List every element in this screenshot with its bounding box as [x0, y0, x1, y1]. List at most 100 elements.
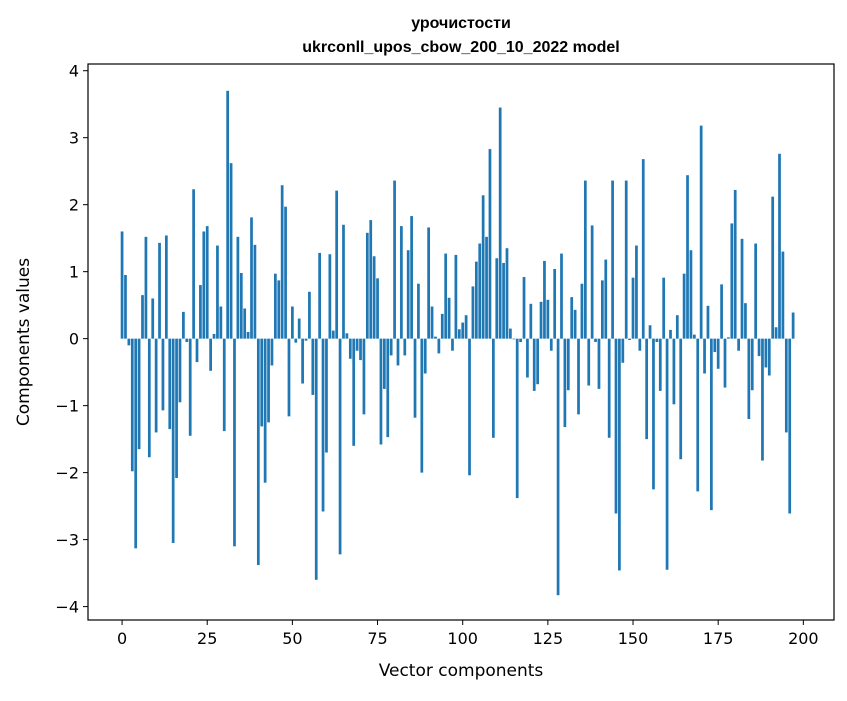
bar [141, 295, 144, 339]
bar [502, 262, 505, 339]
bar [161, 338, 165, 411]
bar [277, 280, 281, 339]
y-tick-label: −2 [55, 464, 79, 483]
bar [188, 338, 192, 436]
bar [386, 338, 390, 438]
bar [607, 338, 611, 438]
bar [321, 338, 325, 512]
bar [720, 284, 723, 339]
bar [781, 251, 785, 339]
bar [638, 338, 642, 351]
bar [682, 273, 686, 339]
bar [733, 189, 737, 339]
bar [226, 90, 230, 339]
chart-title-line-2: ukrconll_upos_cbow_200_10_2022 model [302, 39, 619, 56]
bar [233, 338, 236, 547]
bar [692, 334, 696, 339]
bar [151, 298, 155, 339]
bar [331, 330, 335, 339]
bar [645, 338, 649, 440]
bar [423, 338, 427, 374]
x-tick-label: 200 [788, 629, 819, 648]
bar [556, 338, 560, 596]
bar [427, 227, 431, 339]
bar [601, 280, 604, 339]
bar [713, 338, 717, 353]
bar [287, 338, 291, 417]
y-tick-label: 0 [69, 330, 79, 349]
chart-title-line-1: урочистости [411, 15, 511, 32]
bar [154, 338, 158, 433]
bar [686, 175, 689, 339]
bar [641, 159, 645, 339]
bar [120, 231, 124, 339]
y-axis-label: Components values [14, 258, 34, 426]
bar [195, 338, 199, 363]
bar [580, 283, 584, 339]
bar [137, 338, 141, 450]
x-axis-ticks: 0 25 50 75 100 125 150 175 200 [117, 620, 819, 648]
bar [529, 303, 533, 339]
bar [703, 338, 706, 374]
bar [444, 253, 448, 339]
bar [345, 333, 349, 339]
bar [417, 283, 420, 339]
bar [372, 256, 376, 339]
bar [621, 338, 625, 363]
bar [648, 325, 652, 339]
bar [754, 243, 758, 339]
bar [199, 285, 202, 339]
bar [583, 180, 587, 339]
bar [239, 273, 243, 339]
bar [352, 338, 356, 446]
bar [246, 331, 250, 339]
bar [410, 216, 413, 339]
bar [294, 338, 298, 343]
bar [171, 338, 175, 543]
x-axis-label: Vector components [379, 661, 544, 681]
bar [730, 223, 734, 339]
bar [342, 224, 345, 339]
bar [243, 308, 247, 339]
y-tick-label: 2 [69, 196, 79, 215]
bar [396, 338, 400, 366]
bar [393, 180, 396, 339]
x-tick-label: 75 [367, 629, 387, 648]
bar [481, 195, 485, 339]
bar [515, 338, 519, 499]
bar [403, 338, 407, 356]
y-tick-label: 4 [69, 62, 79, 81]
x-tick-label: 25 [197, 629, 217, 648]
bar [253, 244, 257, 339]
bar [652, 338, 655, 490]
bar [665, 338, 669, 570]
bar [560, 253, 563, 339]
bar [727, 337, 730, 339]
bar [260, 338, 264, 427]
bar [328, 254, 332, 339]
bar [413, 338, 417, 418]
bar [348, 338, 352, 359]
bar [549, 338, 553, 351]
bar [338, 338, 342, 555]
bar [216, 245, 219, 339]
bar [209, 338, 212, 371]
bar [539, 301, 543, 339]
bar [631, 277, 635, 339]
bar [566, 338, 570, 391]
bar [498, 107, 502, 339]
bar [543, 260, 546, 339]
bar [304, 338, 308, 341]
bar [362, 338, 366, 415]
bar [212, 333, 216, 339]
bar [604, 259, 608, 339]
bar [250, 217, 253, 339]
bar [335, 190, 339, 339]
y-tick-label: −1 [55, 397, 79, 416]
bar [669, 329, 672, 339]
bar [134, 338, 138, 549]
y-tick-label: 1 [69, 263, 79, 282]
bar [457, 329, 461, 339]
x-tick-label: 50 [282, 629, 302, 648]
